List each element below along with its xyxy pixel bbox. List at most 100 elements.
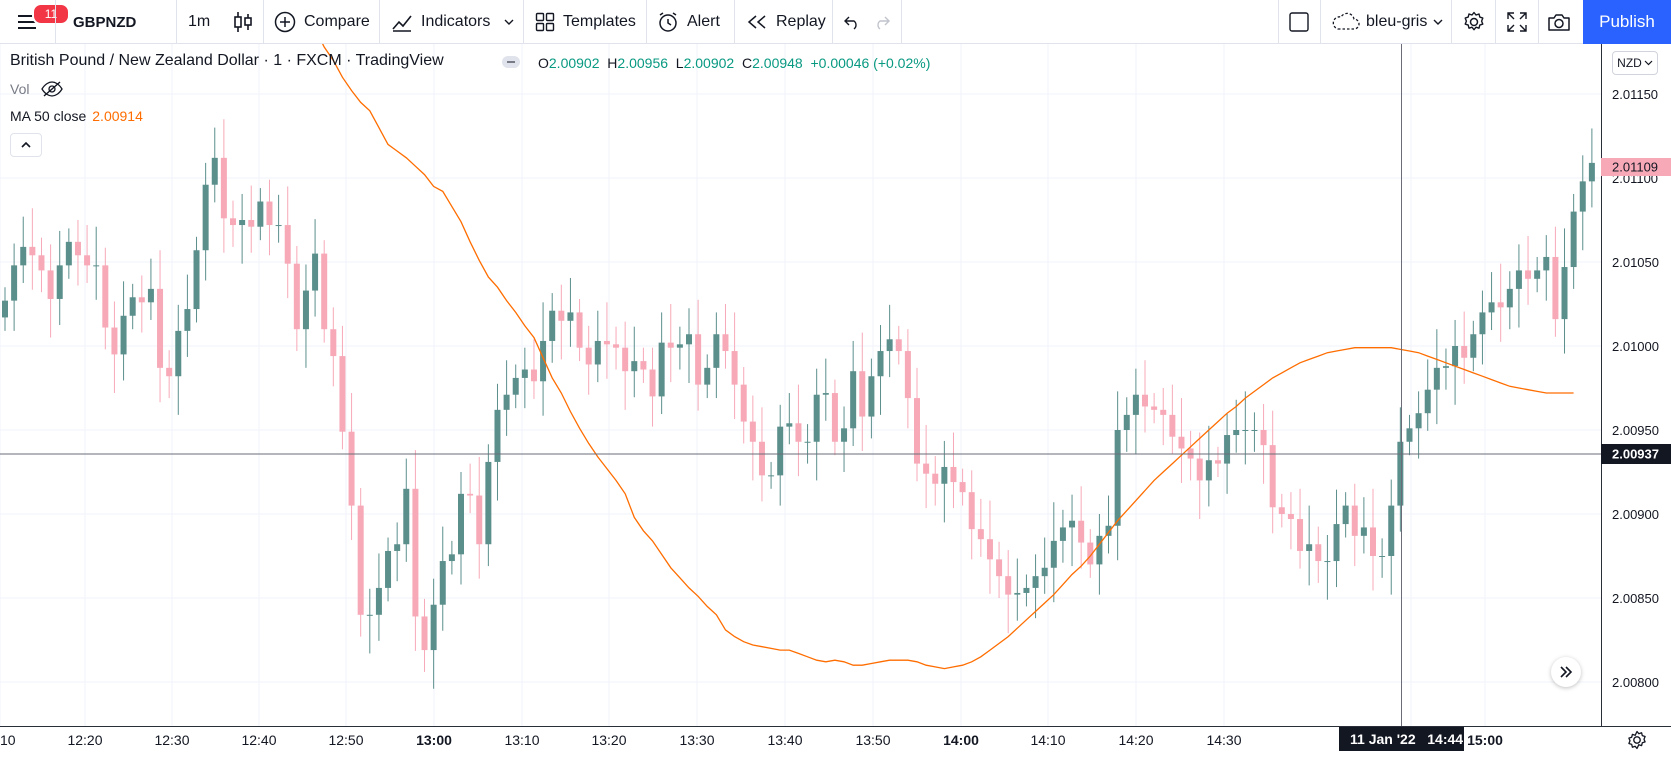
snapshot-button[interactable] bbox=[1547, 0, 1571, 44]
time-tick-label: 14:10 bbox=[1030, 732, 1065, 748]
last-price-tag: 2.01109 bbox=[1612, 160, 1658, 175]
change-value: +0.00046 (+0.02%) bbox=[810, 55, 931, 71]
candle-up bbox=[56, 265, 63, 299]
candle-down bbox=[157, 288, 164, 368]
candle-down bbox=[603, 340, 610, 345]
candle-up bbox=[1123, 414, 1130, 430]
eye-hidden-icon[interactable] bbox=[41, 81, 64, 97]
candle-up bbox=[1433, 367, 1440, 390]
ma-indicator-row[interactable]: MA 50 close 2.00914 bbox=[10, 108, 143, 124]
divider bbox=[646, 0, 647, 44]
candle-down bbox=[576, 312, 583, 348]
divider bbox=[901, 0, 902, 44]
crosshair-time-tag-bg bbox=[1339, 727, 1464, 751]
symbol-title[interactable]: British Pound / New Zealand Dollar · 1 ·… bbox=[10, 52, 444, 69]
price-axis[interactable] bbox=[1602, 44, 1671, 726]
candle-up bbox=[312, 253, 319, 291]
fullscreen-icon bbox=[1507, 12, 1527, 32]
candle-up bbox=[1506, 288, 1513, 308]
price-tick-label: 2.00850 bbox=[1612, 591, 1659, 606]
symbol-search-button[interactable]: GBPNZD bbox=[73, 13, 137, 31]
candle-up bbox=[768, 475, 775, 477]
time-tick-label: 12:20 bbox=[67, 732, 102, 748]
price-tick-label: 2.00950 bbox=[1612, 423, 1659, 438]
rewind-icon bbox=[747, 15, 766, 29]
candle-down bbox=[622, 347, 629, 372]
chart-canvas[interactable]: 2.011502.011002.010502.010002.009502.009… bbox=[0, 44, 1671, 759]
fullscreen-button[interactable] bbox=[1506, 0, 1528, 44]
candle-down bbox=[467, 493, 474, 496]
candle-up bbox=[1415, 413, 1422, 429]
candle-up bbox=[1561, 267, 1568, 320]
select-layout-button[interactable] bbox=[1288, 0, 1310, 44]
divider bbox=[263, 0, 264, 44]
scroll-to-realtime-button[interactable] bbox=[1551, 657, 1581, 687]
candle-up bbox=[129, 297, 136, 316]
candle-down bbox=[476, 495, 483, 545]
price-tick-label: 2.01150 bbox=[1612, 87, 1658, 102]
candle-up bbox=[1406, 428, 1413, 442]
collapse-legend-button[interactable] bbox=[10, 133, 42, 157]
candle-down bbox=[1160, 409, 1167, 415]
candle-up bbox=[1534, 270, 1541, 279]
candle-up bbox=[686, 334, 692, 345]
candle-down bbox=[102, 265, 109, 328]
compare-button[interactable]: Compare bbox=[274, 0, 370, 44]
layout-dropdown[interactable] bbox=[1432, 0, 1444, 44]
candle-up bbox=[822, 393, 829, 395]
layout-name-label: bleu-gris bbox=[1366, 13, 1428, 30]
candle-down bbox=[996, 559, 1003, 577]
price-tick-label: 2.00900 bbox=[1612, 507, 1659, 522]
candle-down bbox=[1005, 576, 1012, 595]
candle-up bbox=[403, 488, 410, 545]
indicators-button[interactable]: Indicators bbox=[391, 0, 490, 44]
candle-down bbox=[47, 270, 54, 299]
candle-up bbox=[868, 376, 875, 417]
notification-badge: 11 bbox=[32, 3, 70, 25]
candle-down bbox=[1315, 544, 1322, 562]
candle-up bbox=[1360, 527, 1367, 536]
replay-button[interactable]: Replay bbox=[746, 0, 826, 44]
settings-button[interactable] bbox=[1462, 0, 1486, 44]
layout-name-button[interactable]: bleu-gris bbox=[1330, 0, 1427, 44]
candle-up bbox=[1452, 346, 1459, 367]
candle-up bbox=[877, 351, 884, 377]
candle-up bbox=[704, 367, 711, 385]
candle-down bbox=[74, 241, 81, 256]
candle-down bbox=[248, 220, 255, 227]
time-tick-label: 10 bbox=[0, 732, 16, 748]
time-tick-label: 14:30 bbox=[1206, 732, 1241, 748]
candle-up bbox=[394, 544, 401, 551]
candle-down bbox=[667, 342, 674, 348]
candle-up bbox=[1342, 505, 1349, 525]
candle-up bbox=[813, 394, 820, 442]
time-axis-settings-button[interactable] bbox=[1628, 730, 1646, 750]
candle-down bbox=[330, 329, 337, 357]
candle-down bbox=[968, 492, 975, 530]
candle-up bbox=[175, 330, 182, 377]
chart-type-button[interactable] bbox=[232, 0, 254, 44]
candle-up bbox=[1379, 556, 1386, 557]
publish-button[interactable]: Publish bbox=[1583, 0, 1671, 44]
interval-button[interactable]: 1m bbox=[188, 13, 211, 30]
candle-down bbox=[530, 369, 537, 382]
open-label: O bbox=[538, 55, 549, 71]
undo-button[interactable] bbox=[843, 0, 861, 44]
alert-button[interactable]: Alert bbox=[657, 0, 720, 44]
time-tick-label: 14:00 bbox=[943, 732, 979, 748]
candle-up bbox=[1388, 505, 1395, 556]
more-options-icon[interactable] bbox=[502, 55, 520, 69]
candle-down bbox=[932, 473, 939, 484]
candle-up bbox=[1479, 312, 1486, 335]
candle-down bbox=[1214, 460, 1221, 464]
candle-up bbox=[777, 426, 784, 476]
ohlc-values: O2.00902 H2.00956 L2.00902 C2.00948 +0.0… bbox=[538, 55, 930, 71]
redo-button[interactable] bbox=[873, 0, 891, 44]
indicators-dropdown[interactable] bbox=[503, 0, 515, 44]
currency-select[interactable]: NZD bbox=[1612, 51, 1658, 75]
candle-up bbox=[1224, 435, 1231, 464]
candle-up bbox=[1032, 576, 1039, 588]
candle-down bbox=[166, 367, 173, 377]
volume-indicator-row[interactable]: Vol bbox=[10, 81, 64, 97]
templates-button[interactable]: Templates bbox=[535, 0, 636, 44]
